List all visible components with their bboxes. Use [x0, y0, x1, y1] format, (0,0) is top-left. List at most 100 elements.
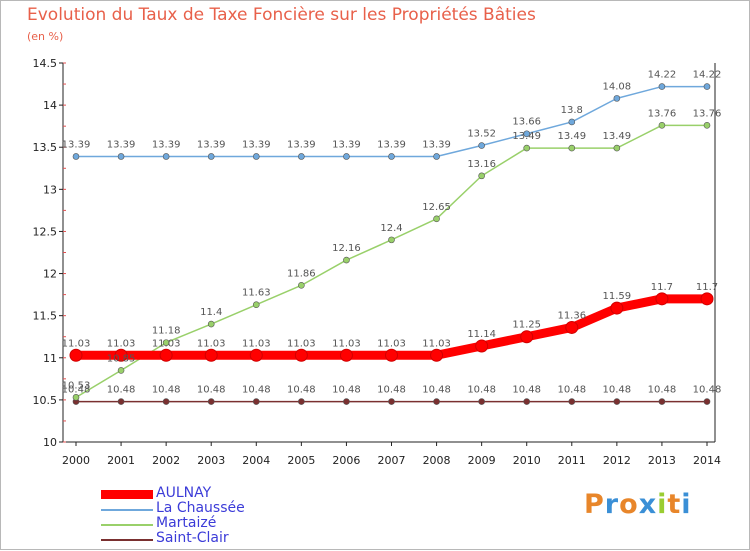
- data-point: [478, 172, 485, 180]
- data-label: 10.48: [62, 385, 91, 396]
- x-tick-label: 2003: [197, 454, 225, 467]
- data-label: 11.03: [107, 338, 136, 349]
- data-point: [117, 367, 125, 374]
- logo-letter: P: [584, 489, 605, 520]
- data-label: 11.14: [467, 329, 496, 340]
- data-label: 12.16: [332, 243, 361, 254]
- data-label: 13.52: [467, 129, 496, 140]
- data-point: [433, 215, 440, 223]
- legend-label: AULNAY: [156, 485, 212, 501]
- data-label: 10.48: [152, 385, 181, 396]
- data-point: [249, 348, 263, 362]
- data-point: [568, 118, 576, 126]
- y-tick-label: 13: [43, 183, 57, 196]
- data-point: [252, 301, 260, 309]
- data-label: 10.48: [557, 385, 586, 396]
- data-label: 13.39: [62, 139, 91, 150]
- data-label: 11.03: [422, 338, 451, 349]
- data-point: [343, 153, 350, 160]
- data-label: 13.49: [512, 131, 541, 142]
- data-point: [523, 398, 531, 405]
- x-tick-label: 2006: [332, 454, 360, 467]
- y-tick-label: 10.5: [33, 394, 58, 407]
- data-point: [703, 398, 711, 405]
- data-point: [523, 130, 531, 138]
- x-tick-label: 2000: [62, 454, 90, 467]
- data-label: 10.48: [693, 385, 722, 396]
- data-label: 13.49: [603, 131, 632, 142]
- data-point: [114, 348, 128, 362]
- data-point: [339, 348, 353, 362]
- data-point: [117, 153, 125, 160]
- y-tick-label: 14: [43, 99, 57, 112]
- x-tick-label: 2004: [242, 454, 270, 467]
- x-tick-label: 2002: [152, 454, 180, 467]
- legend-label: La Chaussée: [156, 500, 245, 516]
- data-point: [613, 398, 621, 405]
- data-point: [162, 153, 170, 160]
- data-point: [565, 320, 579, 334]
- data-point: [478, 398, 485, 405]
- data-label: 11.03: [62, 338, 91, 349]
- data-label: 11.59: [603, 291, 632, 302]
- data-point: [703, 83, 711, 90]
- data-point: [117, 398, 125, 405]
- data-label: 11.03: [332, 338, 361, 349]
- data-label: 11.03: [287, 338, 316, 349]
- x-tick-label: 2014: [693, 454, 721, 467]
- data-label: 10.48: [287, 385, 316, 396]
- data-point: [568, 144, 576, 152]
- data-label: 13.8: [561, 105, 583, 116]
- data-point: [430, 348, 444, 362]
- axes: 10 10.5 11 11.5 12 12.5 13 13.5 14 14.5 2000 2001 20…: [33, 57, 722, 467]
- data-point: [298, 282, 305, 289]
- data-point: [658, 83, 666, 90]
- data-label: 11.03: [197, 338, 226, 349]
- data-label: 13.39: [197, 139, 226, 150]
- data-point: [475, 339, 489, 353]
- data-label: 13.76: [693, 108, 722, 119]
- data-point: [388, 236, 395, 244]
- data-point: [613, 95, 621, 102]
- data-point: [658, 122, 666, 129]
- data-point: [207, 320, 215, 328]
- data-point: [613, 144, 621, 152]
- data-label: 13.49: [557, 131, 586, 142]
- legend-label: Saint-Clair: [156, 530, 229, 546]
- data-point: [520, 330, 534, 344]
- x-tick-label: 2012: [603, 454, 631, 467]
- x-tick-label: 2009: [468, 454, 496, 467]
- chart-title: Evolution du Taux de Taxe Foncière sur l…: [27, 5, 536, 25]
- x-tick-label: 2001: [107, 454, 135, 467]
- data-label: 14.22: [648, 70, 677, 81]
- data-point: [433, 398, 440, 405]
- data-label: 10.48: [197, 385, 226, 396]
- data-label: 10.48: [242, 385, 271, 396]
- data-label: 10.53: [62, 380, 91, 391]
- data-label: 12.4: [380, 223, 402, 234]
- data-point: [294, 348, 308, 362]
- data-label: 11.03: [377, 338, 406, 349]
- data-label: 13.16: [467, 159, 496, 170]
- x-tick-label: 2005: [287, 454, 315, 467]
- data-label: 14.22: [693, 70, 722, 81]
- data-point: [298, 153, 305, 160]
- data-point: [207, 153, 215, 160]
- data-point: [610, 301, 624, 315]
- data-point: [69, 348, 83, 362]
- data-label: 13.39: [107, 139, 136, 150]
- data-label: 11.25: [512, 320, 541, 331]
- data-label: 11.86: [287, 268, 316, 279]
- data-point: [388, 398, 395, 405]
- logo-letter: r: [604, 489, 620, 520]
- data-point: [207, 398, 215, 405]
- y-tick-label: 12: [43, 268, 57, 281]
- data-label: 13.39: [287, 139, 316, 150]
- data-point: [658, 398, 666, 405]
- x-tick-label: 2008: [423, 454, 451, 467]
- data-point: [703, 122, 711, 129]
- data-label: 11.36: [557, 310, 586, 321]
- data-point: [433, 153, 440, 160]
